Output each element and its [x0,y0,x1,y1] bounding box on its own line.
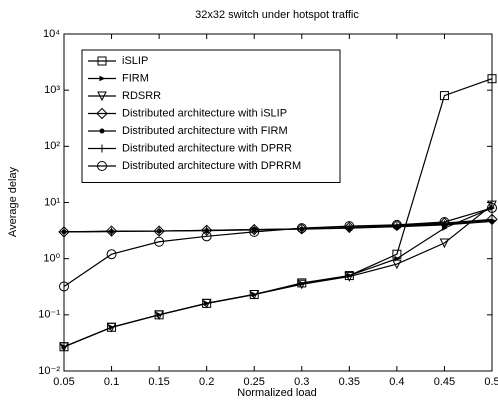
x-tick-label: 0.35 [339,376,360,388]
marker [439,238,450,249]
x-tick-label: 0.45 [434,376,455,388]
marker [392,259,402,270]
marker [59,281,69,292]
marker [248,223,260,236]
marker [97,56,107,66]
legend-label: Distributed architecture with iSLIP [122,107,287,119]
x-axis-label: Normalized load [237,387,316,399]
marker [487,74,497,84]
marker [486,213,498,226]
marker [391,219,403,232]
y-tick-label: 10⁰ [43,253,60,265]
y-axis-label: Average delay [7,166,19,237]
y-tick-label: 10² [44,140,60,152]
y-tick-label: 10³ [44,84,60,96]
marker [296,223,307,234]
marker [439,91,449,101]
marker [392,222,401,231]
marker [60,227,68,236]
marker [153,225,165,237]
legend-box [81,49,341,183]
marker [155,227,164,236]
marker [154,310,164,320]
marker [107,227,116,236]
x-tick-label: 0.05 [53,376,74,388]
marker [344,272,355,282]
x-tick-label: 0.1 [104,376,119,388]
marker [99,75,106,82]
marker [391,219,402,230]
marker [249,226,260,237]
marker [58,226,70,238]
chart-title: 32x32 switch under hotspot traffic [195,9,359,21]
marker [105,225,118,237]
marker [201,298,212,309]
marker [97,161,107,171]
x-tick-label: 0.4 [389,376,404,388]
marker [487,200,497,211]
legend-label: iSLIP [122,55,148,67]
legend-label: RDSRR [122,90,161,102]
marker [200,224,213,237]
marker [202,226,211,235]
x-tick-label: 0.5 [484,376,498,388]
marker [249,290,260,300]
x-tick-label: 0.2 [199,376,214,388]
legend-label: FIRM [122,72,149,84]
marker [344,221,355,232]
legend-label: Distributed architecture with DPRRM [122,160,301,172]
x-tick-label: 0.15 [148,376,169,388]
marker [97,91,107,102]
x-tick-label: 0.3 [294,376,309,388]
marker [296,223,308,235]
marker [106,322,117,333]
y-tick-label: 10⁴ [43,28,60,40]
series-line [63,219,493,233]
series-line [63,204,493,348]
x-tick-label: 0.25 [244,376,265,388]
marker [98,144,106,153]
y-tick-label: 10⁻¹ [38,309,60,321]
marker [106,249,117,260]
marker [59,342,69,352]
y-tick-label: 10⁻² [38,365,60,377]
marker [154,236,165,247]
marker [201,231,212,242]
marker [488,216,496,225]
marker [487,202,497,213]
marker [96,107,108,120]
legend-label: Distributed architecture with DPRR [122,142,292,154]
marker [439,216,450,227]
y-tick-label: 10¹ [44,196,60,208]
marker [296,279,307,290]
legend-label: Distributed architecture with FIRM [122,125,288,137]
series-line [63,207,493,287]
marker [99,128,105,134]
